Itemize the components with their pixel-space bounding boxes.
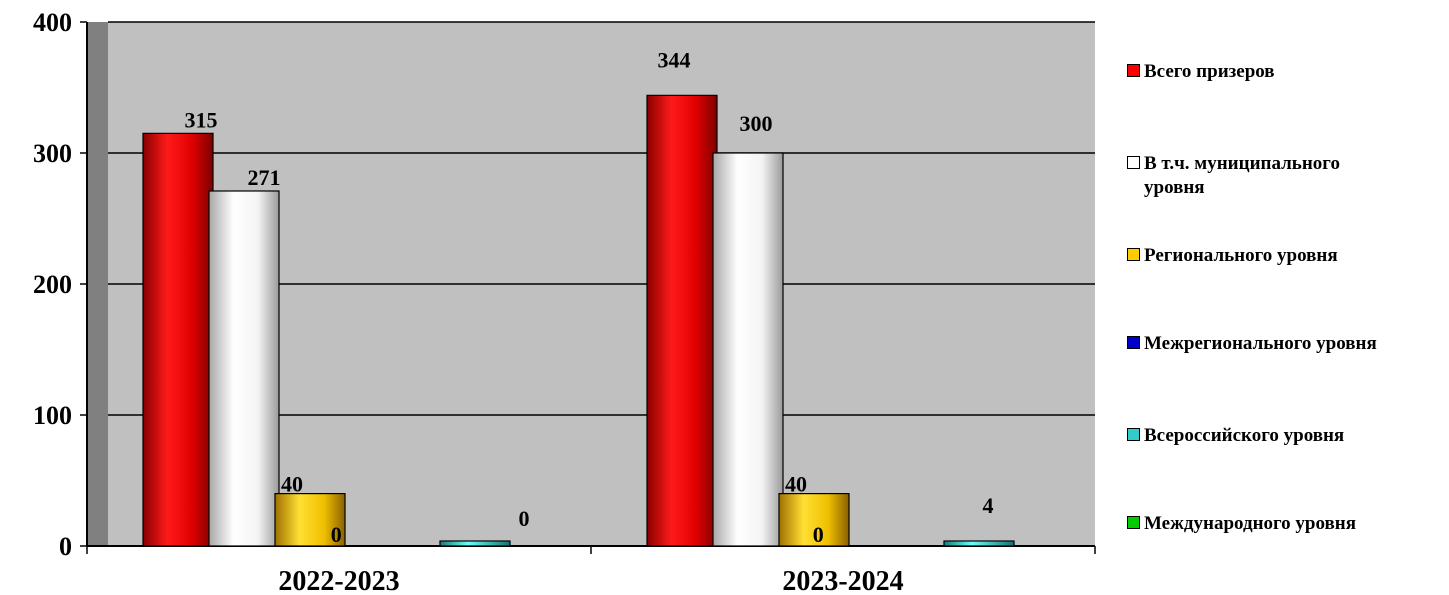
- legend-swatch: [1127, 248, 1140, 261]
- legend-swatch: [1127, 156, 1140, 169]
- legend-label: Всероссийского уровня: [1144, 425, 1345, 446]
- bar-4-0: [439, 540, 511, 547]
- legend-item: Всероссийского уровня: [1127, 424, 1344, 448]
- legend-label: Международного уровня: [1144, 513, 1357, 534]
- legend-label: Регионального уровня: [1144, 245, 1338, 266]
- y-tick-label: 200: [33, 270, 72, 299]
- legend-item: Регионального уровня: [1127, 244, 1338, 268]
- x-tick-label: 2022-2023: [278, 566, 399, 595]
- bar-2-0: [274, 493, 346, 547]
- plot-side-wall: [87, 22, 108, 546]
- legend-label: Всего призеров: [1144, 61, 1275, 82]
- data-label: 4: [983, 493, 994, 518]
- legend-item: Межрегионального уровня: [1127, 332, 1377, 356]
- data-label: 40: [281, 472, 303, 497]
- data-label: 0: [331, 522, 342, 547]
- bar-1-0: [208, 190, 280, 547]
- y-tick-label: 100: [33, 401, 72, 430]
- bar-0-1: [646, 94, 718, 547]
- legend-item: В т.ч. муниципального уровня: [1127, 152, 1374, 200]
- legend-swatch: [1127, 428, 1140, 441]
- bar-1-1: [712, 152, 784, 547]
- bar-0-0: [142, 132, 214, 547]
- y-tick-label: 0: [59, 532, 72, 561]
- y-tick-label: 400: [33, 8, 72, 37]
- legend-label: Межрегионального уровня: [1144, 333, 1377, 354]
- data-label: 0: [519, 506, 530, 531]
- x-tick-label: 2023-2024: [782, 566, 903, 595]
- legend-item: Международного уровня: [1127, 512, 1356, 536]
- data-label: 300: [740, 111, 773, 136]
- legend-swatch: [1127, 336, 1140, 349]
- legend-label: В т.ч. муниципального уровня: [1144, 153, 1340, 198]
- data-label: 40: [785, 472, 807, 497]
- legend-swatch: [1127, 516, 1140, 529]
- legend-item: Всего призеров: [1127, 60, 1275, 84]
- data-label: 315: [185, 107, 218, 132]
- data-label: 344: [658, 47, 691, 72]
- bar-2-1: [778, 493, 850, 547]
- bar-4-1: [943, 540, 1015, 547]
- legend-swatch: [1127, 64, 1140, 77]
- y-tick-label: 300: [33, 139, 72, 168]
- bars: [142, 94, 1015, 547]
- data-label: 0: [813, 522, 824, 547]
- data-label: 271: [248, 165, 281, 190]
